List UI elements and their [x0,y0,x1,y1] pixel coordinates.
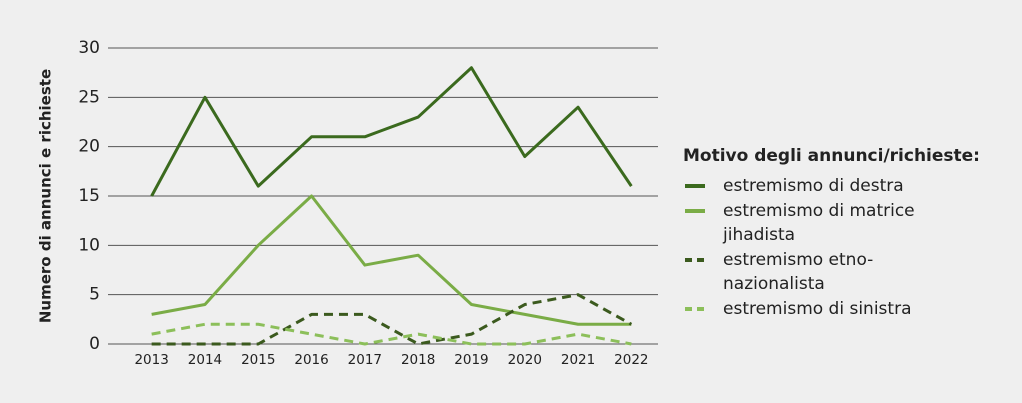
legend-label: estremismo di destra [723,176,904,196]
legend-title: Motivo degli annunci/richieste: [683,146,980,166]
y-axis-label: Numero di annunci e richieste [37,69,55,323]
series-line [151,194,632,326]
legend-swatch [683,199,723,223]
legend-label: estremismo di sinistra [723,298,912,319]
legend-label: estremismo di matrice jihadista [723,200,915,246]
x-tick-label: 2020 [508,352,542,368]
x-tick-label: 2016 [294,352,328,368]
x-tick-label: 2019 [454,352,488,368]
y-tick-label: 5 [89,285,100,305]
series-line [150,66,633,197]
x-tick-label: 2018 [401,352,435,368]
x-tick-label: 2015 [241,352,275,368]
x-tick-label: 2014 [188,352,222,368]
legend: Motivo degli annunci/richieste: estremis… [683,146,1013,321]
y-tick-label: 20 [78,137,100,157]
y-tick-label: 25 [78,87,100,107]
legend-item: estremismo di matrice jihadista [683,199,1013,248]
legend-swatch [683,297,723,321]
legend-swatch [683,248,723,272]
x-tick-label: 2017 [348,352,382,368]
swatch-icon [685,306,705,311]
swatch-icon [685,208,705,213]
y-tick-label: 15 [78,186,100,206]
legend-item: estremismo di destra [683,174,1013,199]
series-line [151,293,633,346]
legend-item: estremismo etno-nazionalista [683,248,1013,297]
legend-item: estremismo di sinistra [683,297,1013,322]
y-tick-label: 10 [78,235,100,255]
x-tick-label: 2021 [561,352,595,368]
x-tick-label: 2013 [134,352,168,368]
y-tick-label: 0 [89,334,100,354]
swatch-icon [685,184,705,188]
y-tick-label: 30 [78,38,100,58]
legend-label: estremismo etno-nazionalista [723,249,874,295]
series-line [151,322,632,346]
x-tick-label: 2022 [614,352,648,368]
legend-swatch [683,174,723,198]
swatch-icon [685,257,705,262]
